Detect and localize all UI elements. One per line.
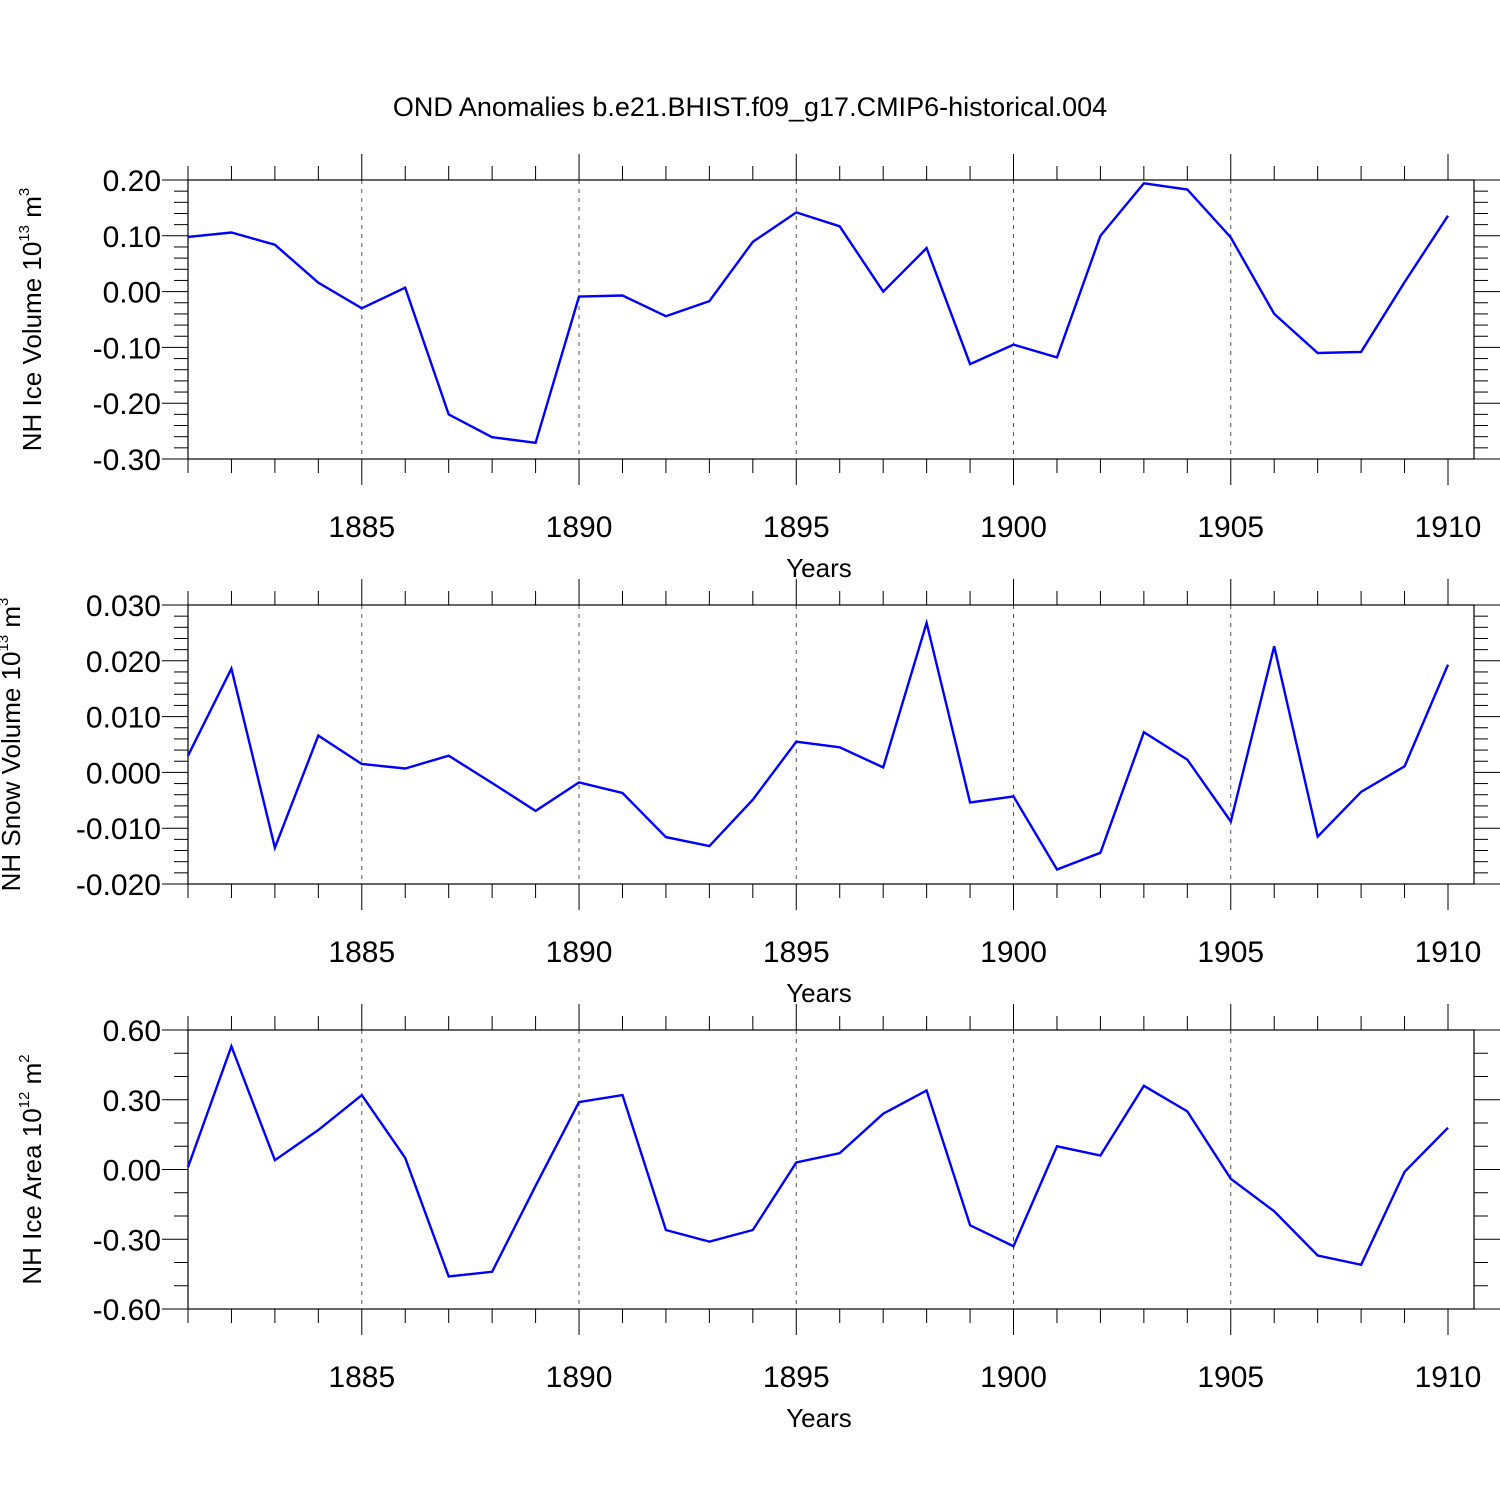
- y-tick-label: -0.010: [76, 813, 161, 846]
- panel-bottom: -0.60 -0.30 0.00 0.30 0.60 1885 1890 1895 1900 19…: [16, 1004, 1500, 1433]
- y-axis-title-unit: m: [17, 196, 47, 225]
- x-tick-label: 1895: [763, 936, 830, 969]
- x-tick-label: 1910: [1415, 511, 1482, 544]
- y-tick-label: 0.00: [103, 277, 161, 310]
- x-tick-label: 1900: [980, 1361, 1047, 1394]
- plot-frame: [187, 179, 1475, 460]
- x-axis-title: Years: [786, 978, 852, 1008]
- y-axis-title-unit: m: [0, 606, 26, 635]
- y-axis-title-unit: m: [17, 1063, 47, 1092]
- y-tick-label: 0.020: [86, 646, 161, 679]
- y-tick-label: 0.010: [86, 702, 161, 735]
- y-tick-label: 0.60: [103, 1015, 161, 1048]
- y-tick-label: 0.030: [86, 590, 161, 623]
- figure-title: OND Anomalies b.e21.BHIST.f09_g17.CMIP6-…: [393, 92, 1107, 122]
- y-axis-title-exponent: 12: [16, 1092, 33, 1109]
- y-axis-title-unit-exponent: 3: [16, 188, 33, 196]
- y-axis-title-exponent: 13: [16, 225, 33, 242]
- panel-middle: -0.020 -0.010 0.000 0.010 0.020 0.030 1885 1890…: [0, 579, 1500, 1008]
- panel-top: -0.30 -0.20 -0.10 0.00 0.10 0.20 1885 1890 1895 1…: [16, 154, 1500, 583]
- x-tick-label: 1890: [546, 511, 613, 544]
- panels: -0.30 -0.20 -0.10 0.00 0.10 0.20 1885 1890 1895 1…: [0, 154, 1500, 1433]
- x-tick-label: 1895: [763, 1361, 830, 1394]
- x-tick-label: 1905: [1197, 1361, 1264, 1394]
- y-axis-title-unit-exponent: 3: [0, 598, 12, 606]
- series-line-top: [187, 182, 1450, 445]
- x-axis-title: Years: [786, 1403, 852, 1433]
- series-line-middle: [186, 618, 1450, 871]
- plot-frame: [187, 604, 1475, 885]
- y-tick-label: 0.30: [103, 1085, 161, 1118]
- y-tick-label: -0.60: [93, 1294, 161, 1327]
- y-axis-title-text: NH Ice Volume 10: [17, 242, 47, 452]
- y-tick-label: -0.30: [93, 444, 161, 477]
- x-tick-label: 1905: [1197, 936, 1264, 969]
- y-tick-label: 0.10: [103, 221, 161, 254]
- x-tick-label: 1885: [328, 936, 395, 969]
- y-axis-title: NH Snow Volume 1013 m3: [0, 598, 26, 892]
- y-axis-title: NH Ice Volume 1013 m3: [16, 188, 47, 451]
- y-axis-title-unit-exponent: 2: [16, 1054, 33, 1062]
- x-axis-title: Years: [786, 553, 852, 583]
- y-tick-label: 0.000: [86, 757, 161, 790]
- x-tick-label: 1890: [546, 1361, 613, 1394]
- x-tick-label: 1905: [1197, 511, 1264, 544]
- x-tick-label: 1895: [763, 511, 830, 544]
- y-axis-title-text: NH Ice Area 10: [17, 1108, 47, 1284]
- x-tick-label: 1900: [980, 936, 1047, 969]
- y-tick-label: -0.020: [76, 869, 161, 902]
- y-tick-label: 0.20: [103, 165, 161, 198]
- x-tick-label: 1890: [546, 936, 613, 969]
- y-tick-label: -0.10: [93, 332, 161, 365]
- x-tick-label: 1910: [1415, 936, 1482, 969]
- y-axis-title-text: NH Snow Volume 10: [0, 652, 26, 892]
- y-tick-label: 0.00: [103, 1155, 161, 1188]
- y-tick-label: -0.20: [93, 388, 161, 421]
- y-axis-title-exponent: 13: [0, 635, 12, 652]
- x-tick-label: 1910: [1415, 1361, 1482, 1394]
- x-tick-label: 1900: [980, 511, 1047, 544]
- series-line-bottom: [186, 1042, 1449, 1278]
- y-tick-label: -0.30: [93, 1224, 161, 1257]
- x-tick-label: 1885: [328, 511, 395, 544]
- x-tick-label: 1885: [328, 1361, 395, 1394]
- y-axis-title: NH Ice Area 1012 m2: [16, 1054, 47, 1284]
